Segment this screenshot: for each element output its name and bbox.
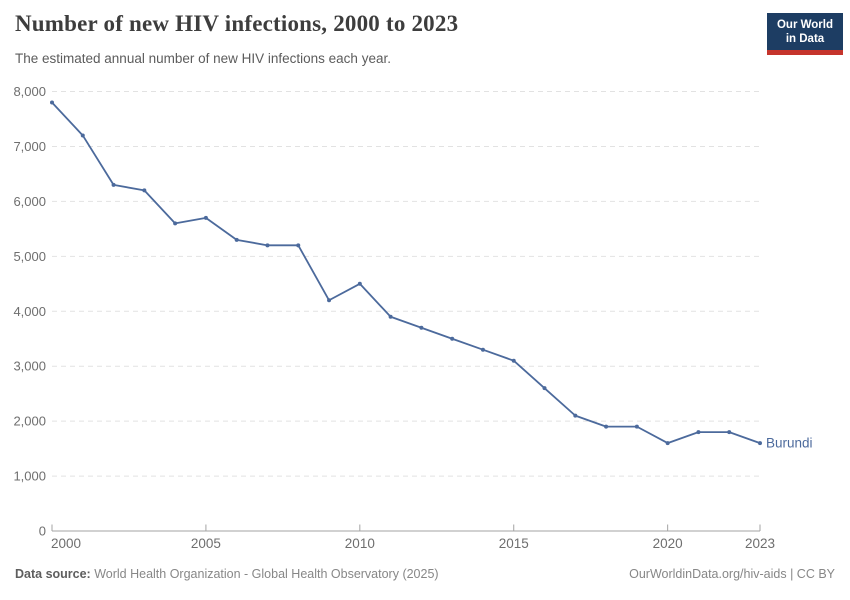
y-tick-label: 7,000 — [13, 139, 46, 154]
data-point — [665, 441, 670, 446]
y-tick-label: 2,000 — [13, 414, 46, 429]
y-tick-label: 4,000 — [13, 304, 46, 319]
data-point — [573, 413, 578, 418]
line-chart: 0 1,000 2,000 3,000 4,000 5,000 6,000 7,000 8,00… — [13, 84, 813, 551]
data-point — [696, 430, 701, 435]
chart-title: Number of new HIV infections, 2000 to 20… — [15, 11, 459, 36]
data-point — [265, 243, 270, 248]
data-point — [419, 325, 424, 330]
data-source-text: World Health Organization - Global Healt… — [90, 567, 439, 581]
data-source-label: Data source: — [15, 567, 91, 581]
y-tick-label: 3,000 — [13, 359, 46, 374]
data-point — [327, 298, 332, 303]
data-point — [296, 243, 301, 248]
data-point — [450, 336, 455, 341]
x-tick-label: 2020 — [653, 536, 683, 551]
owid-logo-line1: Our World — [776, 19, 833, 31]
data-point — [634, 424, 639, 429]
data-source: Data source: World Health Organization -… — [15, 567, 439, 581]
x-tick-label: 2000 — [51, 536, 81, 551]
y-tick-label: 5,000 — [13, 249, 46, 264]
data-point — [758, 441, 762, 446]
series-end-label: Burundi — [766, 436, 813, 451]
data-point — [480, 347, 485, 352]
owid-logo-text: Our World in Data — [767, 13, 843, 50]
data-point — [542, 386, 547, 391]
y-tick-label: 1,000 — [13, 469, 46, 484]
x-tick-label: 2023 — [745, 536, 775, 551]
data-point — [111, 182, 116, 187]
data-point — [80, 133, 85, 138]
x-tick-label: 2010 — [345, 536, 375, 551]
owid-logo-line2: in Data — [785, 33, 825, 45]
data-point — [50, 100, 54, 105]
data-line — [51, 101, 761, 445]
owid-logo: Our World in Data — [767, 13, 843, 55]
x-tick-label: 2015 — [499, 536, 529, 551]
data-point — [234, 237, 239, 242]
data-point — [203, 215, 208, 220]
y-tick-label: 6,000 — [13, 194, 46, 209]
footer-link[interactable]: OurWorldinData.org/hiv-aids | CC BY — [629, 567, 835, 581]
data-point — [388, 314, 393, 319]
chart-footer: Data source: World Health Organization -… — [0, 567, 850, 581]
data-point — [511, 358, 516, 363]
y-tick-label: 8,000 — [13, 84, 46, 99]
x-tick-label: 2005 — [191, 536, 221, 551]
owid-logo-red-stripe — [767, 50, 843, 55]
data-point — [173, 221, 178, 226]
data-point — [357, 281, 362, 286]
data-point — [727, 430, 732, 435]
data-point — [604, 424, 609, 429]
chart-subtitle: The estimated annual number of new HIV i… — [15, 51, 391, 66]
data-point — [142, 188, 147, 193]
y-tick-label: 0 — [39, 524, 46, 539]
